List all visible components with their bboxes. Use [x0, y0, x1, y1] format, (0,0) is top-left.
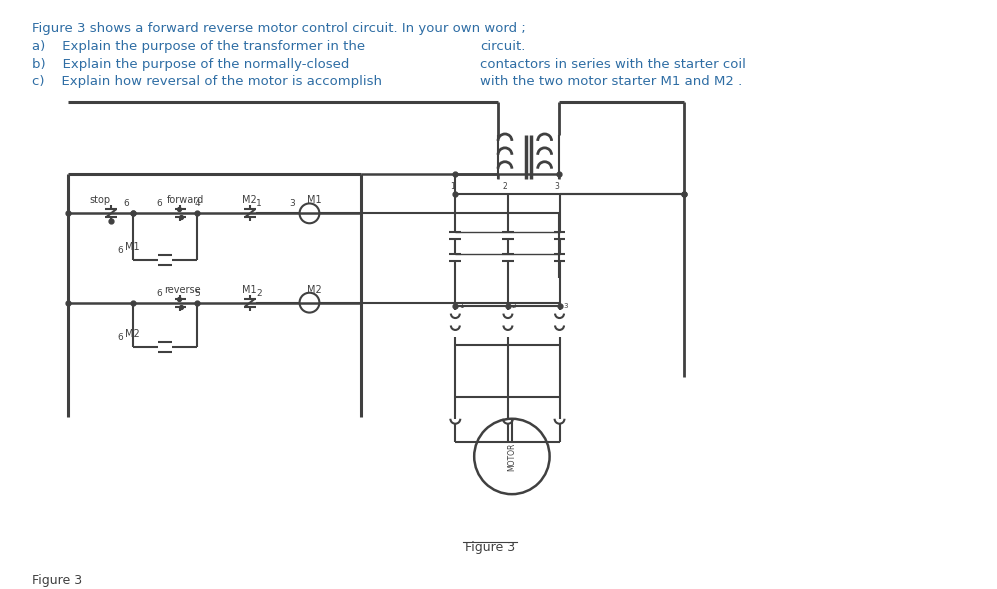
Text: 6: 6 [117, 333, 123, 342]
Text: M1: M1 [242, 285, 256, 294]
Text: M1: M1 [307, 196, 322, 206]
Text: 2: 2 [511, 303, 516, 309]
Text: c)    Explain how reversal of the motor is accomplish: c) Explain how reversal of the motor is … [32, 75, 382, 88]
Text: Figure 3: Figure 3 [32, 574, 82, 587]
Text: 6: 6 [117, 246, 123, 255]
Text: 1: 1 [256, 200, 261, 209]
Text: contactors in series with the starter coil: contactors in series with the starter co… [481, 58, 746, 71]
Text: 5: 5 [194, 289, 200, 298]
Text: b)    Explain the purpose of the normally-closed: b) Explain the purpose of the normally-c… [32, 58, 349, 71]
Text: Figure 3: Figure 3 [465, 541, 515, 554]
Text: Figure 3 shows a forward reverse motor control circuit. In your own word ;: Figure 3 shows a forward reverse motor c… [32, 22, 525, 35]
Text: M1: M1 [125, 242, 140, 252]
Text: 6: 6 [157, 200, 163, 209]
Text: a)    Explain the purpose of the transformer in the: a) Explain the purpose of the transforme… [32, 39, 365, 52]
Text: 1: 1 [460, 303, 464, 309]
Text: 6: 6 [123, 200, 129, 209]
Text: 3: 3 [289, 200, 295, 209]
Text: circuit.: circuit. [481, 39, 525, 52]
Text: 2: 2 [502, 181, 507, 191]
Text: 3: 3 [563, 303, 568, 309]
Text: M2: M2 [307, 285, 322, 294]
Text: with the two motor starter M1 and M2 .: with the two motor starter M1 and M2 . [481, 75, 743, 88]
Text: forward: forward [166, 196, 203, 206]
Text: 4: 4 [194, 200, 200, 209]
Text: MOTOR: MOTOR [507, 442, 516, 471]
Text: M2: M2 [242, 196, 257, 206]
Text: 3: 3 [554, 181, 559, 191]
Text: 6: 6 [157, 289, 163, 298]
Text: 1: 1 [450, 181, 455, 191]
Text: 2: 2 [256, 289, 261, 298]
Text: reverse: reverse [165, 285, 201, 294]
Text: stop: stop [89, 196, 111, 206]
Text: M2: M2 [125, 329, 140, 339]
